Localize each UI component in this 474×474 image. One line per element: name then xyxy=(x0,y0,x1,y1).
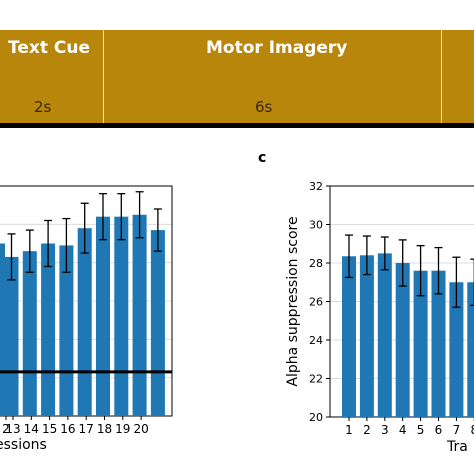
x-tick-label: 13 xyxy=(5,422,20,436)
x-tick-label: 2 xyxy=(363,423,371,437)
x-tick-label: 16 xyxy=(60,422,75,436)
bar xyxy=(413,270,428,417)
bar xyxy=(431,270,446,417)
segment-divider xyxy=(103,30,104,123)
x-tick-label: 2 xyxy=(2,422,10,436)
bar xyxy=(96,216,110,416)
x-tick-label: 20 xyxy=(133,422,148,436)
segment-label-motor-imagery: Motor Imagery xyxy=(206,38,348,58)
y-tick-label: 30 xyxy=(309,219,323,232)
bar xyxy=(359,255,374,417)
bar xyxy=(377,253,392,417)
chart-right-alpha-suppression: 20 22 24 26 28 30 32 12345678 Alpha suppression … xyxy=(285,180,474,455)
x-tick-label: 6 xyxy=(435,423,443,437)
bar xyxy=(4,256,19,416)
bar xyxy=(342,256,356,417)
chart-left-sessions: 213 14 15 16 17 18 19 20 essions xyxy=(0,185,173,453)
bar xyxy=(467,282,474,417)
x-axis-label: Tra xyxy=(446,439,468,455)
bar xyxy=(150,230,165,416)
bar xyxy=(22,251,37,416)
panel-label-c: c xyxy=(258,150,267,166)
x-tick-label: 7 xyxy=(453,423,461,437)
x-axis-label: essions xyxy=(0,437,47,453)
duration-label-motor-imagery: 6s xyxy=(255,98,273,116)
y-tick-label: 22 xyxy=(309,373,323,386)
bar-partial xyxy=(0,243,5,416)
x-tick-label: 8 xyxy=(470,423,474,437)
y-tick-label: 20 xyxy=(309,411,323,424)
duration-label-text-cue: 2s xyxy=(34,98,52,116)
bar xyxy=(395,263,410,417)
bar xyxy=(114,216,129,416)
x-tick-label: 15 xyxy=(42,422,57,436)
x-tick-label: 14 xyxy=(24,422,39,436)
y-tick-label: 26 xyxy=(309,296,323,309)
y-tick-label: 32 xyxy=(309,180,323,193)
segment-label-text-cue: Text Cue xyxy=(8,38,90,58)
bar xyxy=(132,214,147,416)
segment-divider xyxy=(441,30,442,123)
x-tick-label: 19 xyxy=(115,422,130,436)
x-tick-label: 18 xyxy=(97,422,112,436)
bar xyxy=(77,228,92,416)
timeline-axis xyxy=(0,123,474,128)
y-tick-label: 28 xyxy=(309,257,323,270)
x-tick-label: 17 xyxy=(79,422,94,436)
x-tick-label: 1 xyxy=(345,423,353,437)
bar xyxy=(41,243,56,416)
timeline-banner: Text Cue Motor Imagery 2s 6s xyxy=(0,30,474,123)
x-tick-label: 3 xyxy=(381,423,389,437)
y-tick-label: 24 xyxy=(309,334,323,347)
x-tick-label: 5 xyxy=(417,423,425,437)
x-tick-label: 4 xyxy=(399,423,407,437)
y-axis-label: Alpha suppression score xyxy=(285,216,301,386)
bar xyxy=(449,282,464,417)
